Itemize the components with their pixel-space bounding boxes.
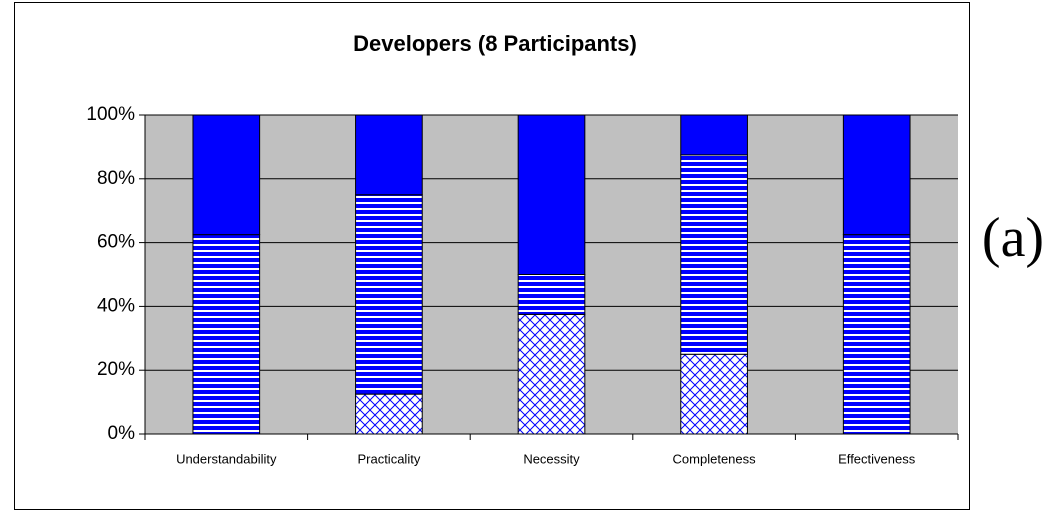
x-tick-label: Practicality: [357, 451, 420, 466]
x-tick-label: Completeness: [673, 451, 757, 466]
bar-segment: [680, 353, 748, 435]
x-tick-label: Necessity: [523, 451, 580, 466]
panel-label: (a): [982, 207, 1044, 269]
y-tick-label: 40%: [97, 295, 135, 316]
bar-segment: [355, 114, 423, 196]
bar-segment: [680, 154, 748, 355]
bar-segment: [517, 313, 586, 435]
bar-segment: [355, 194, 423, 395]
bar-segment: [517, 274, 586, 315]
chart-title: Developers (8 Participants): [353, 31, 637, 56]
bar-segment: [680, 114, 748, 156]
bar-segment: [192, 234, 261, 435]
y-tick-label: 100%: [86, 104, 135, 125]
y-tick-label: 0%: [108, 423, 136, 444]
bar-segment: [842, 114, 911, 236]
y-tick-label: 20%: [97, 359, 135, 380]
x-tick-label: Effectiveness: [838, 451, 916, 466]
y-tick-label: 80%: [97, 168, 135, 189]
bar-segment: [517, 114, 586, 275]
bar-segment: [355, 393, 423, 435]
x-tick-label: Understandability: [176, 451, 277, 466]
bar-segment: [842, 234, 911, 435]
y-tick-label: 60%: [97, 232, 135, 253]
bar-segment: [192, 114, 261, 236]
